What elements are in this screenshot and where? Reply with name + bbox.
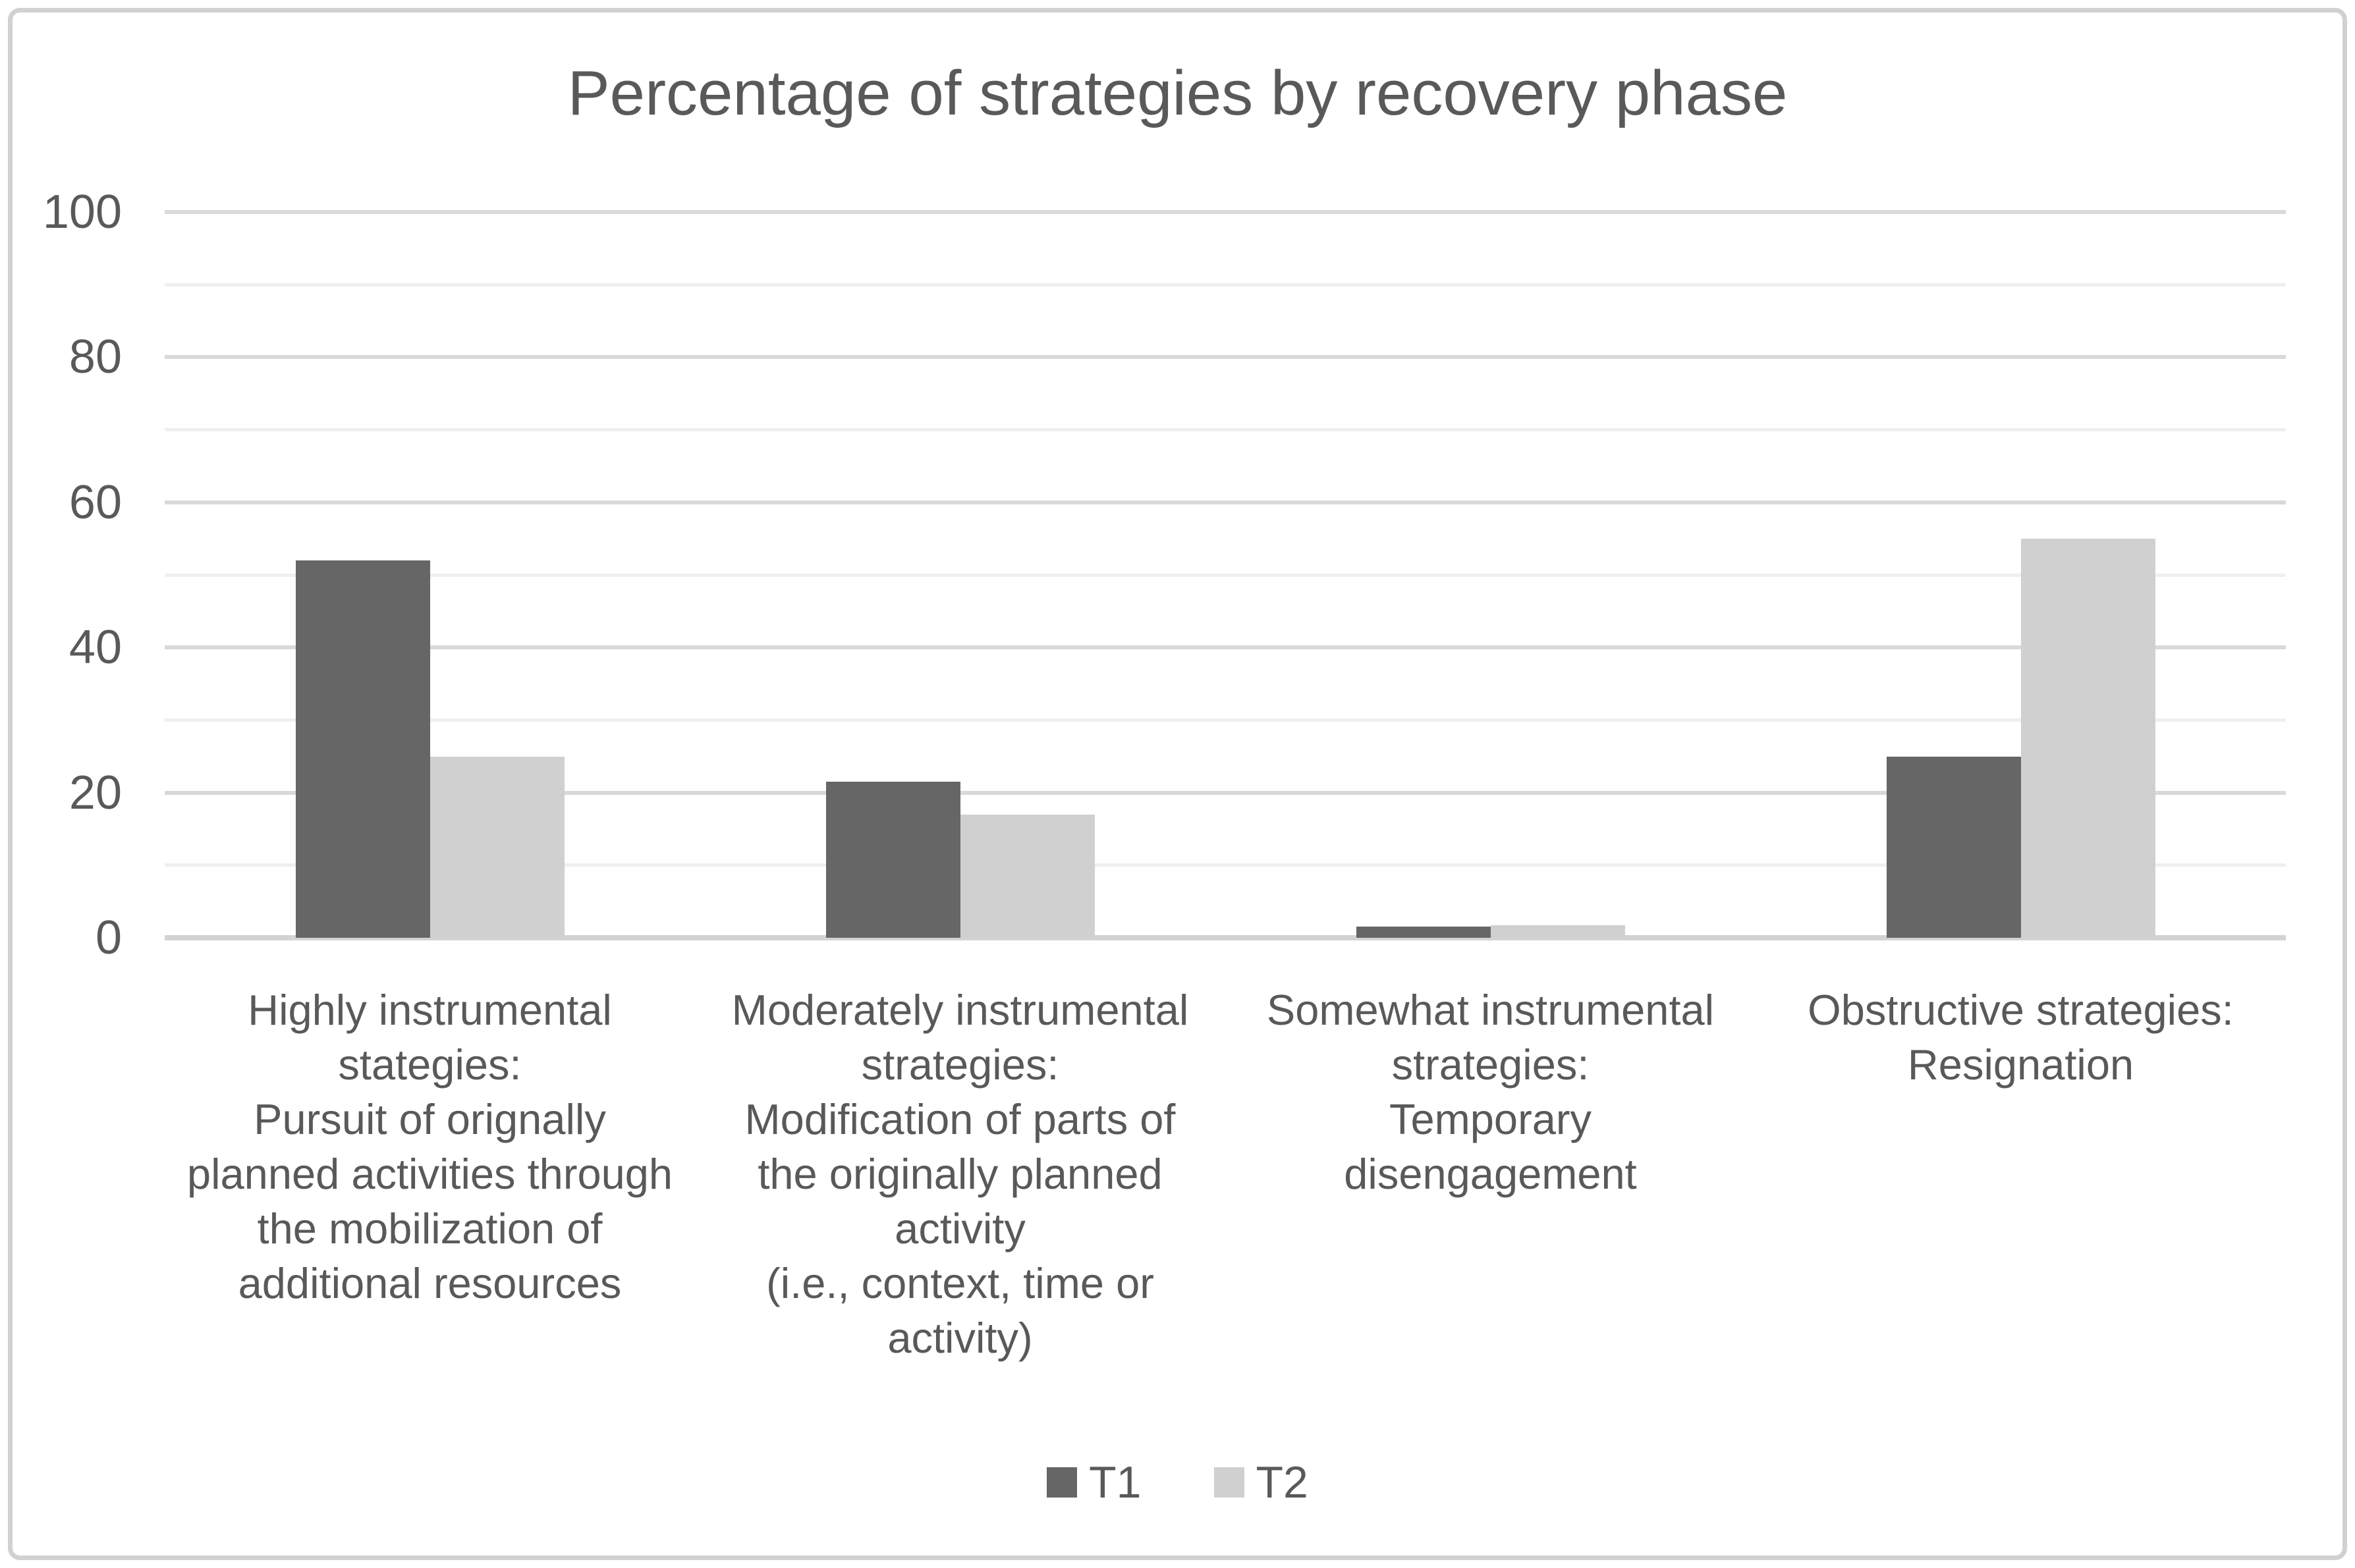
bar-t1 xyxy=(1886,756,2021,938)
category-label: Somewhat instrumental strategies: Tempor… xyxy=(1266,986,1715,1198)
category-label: Obstructive strategies: Resignation xyxy=(1808,986,2234,1089)
bar-group xyxy=(1756,212,2286,938)
legend-label: T2 xyxy=(1256,1457,1308,1507)
bar-t2 xyxy=(1490,925,1625,938)
minor-gridline xyxy=(165,574,2286,577)
chart-title: Percentage of strategies by recovery pha… xyxy=(567,58,1788,128)
minor-gridline xyxy=(165,428,2286,431)
category-label: Highly instrumental stategies: Pursuit o… xyxy=(186,986,673,1307)
bar-groups xyxy=(165,212,2286,938)
bar-group xyxy=(695,212,1225,938)
major-gridline xyxy=(165,791,2286,795)
bar-t2 xyxy=(960,814,1095,938)
legend-item-t2: T2 xyxy=(1213,1457,1308,1508)
plot-area xyxy=(165,210,2286,940)
y-axis: 0 20 40 60 80 100 xyxy=(0,186,122,964)
bar-t2 xyxy=(429,756,565,938)
major-gridline xyxy=(165,355,2286,359)
major-gridline xyxy=(165,210,2286,214)
bar-group xyxy=(165,212,695,938)
y-tick-label: 60 xyxy=(69,476,122,529)
bar-t1 xyxy=(295,560,430,938)
minor-gridline xyxy=(165,283,2286,286)
minor-gridline xyxy=(165,863,2286,867)
y-tick-label: 80 xyxy=(69,331,122,383)
bar-t2 xyxy=(2020,538,2155,938)
y-tick-label: 100 xyxy=(42,186,122,238)
x-axis-category-labels: Highly instrumental stategies: Pursuit o… xyxy=(165,983,2286,1365)
bar-t1 xyxy=(1356,927,1491,938)
major-gridline xyxy=(165,500,2286,504)
legend-item-t1: T1 xyxy=(1047,1457,1142,1508)
major-gridline xyxy=(165,645,2286,649)
x-axis-line xyxy=(165,935,2286,940)
bar-group xyxy=(1225,212,1756,938)
minor-gridline xyxy=(165,718,2286,722)
y-tick-label: 20 xyxy=(69,767,122,819)
bar-t1 xyxy=(825,782,960,938)
legend-label: T1 xyxy=(1089,1457,1142,1507)
legend-swatch-icon xyxy=(1213,1467,1244,1498)
y-tick-label: 0 xyxy=(95,911,122,964)
category-label: Moderately instrumental strategies: Modi… xyxy=(731,986,1189,1362)
legend: T1 T2 xyxy=(0,1457,2355,1508)
y-tick-label: 40 xyxy=(69,621,122,674)
legend-swatch-icon xyxy=(1047,1467,1078,1498)
